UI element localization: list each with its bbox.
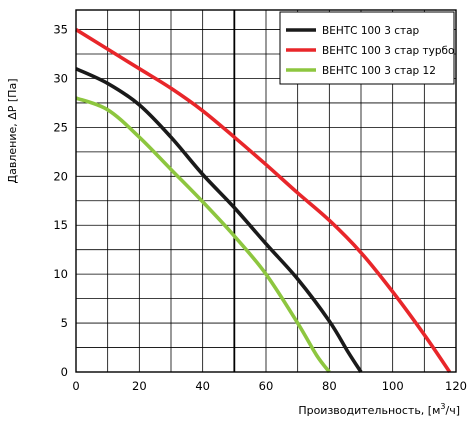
x-tick-label: 40 <box>195 379 210 393</box>
x-tick-label: 20 <box>132 379 147 393</box>
legend-label-3: ВЕНТС 100 3 стар 12 <box>322 65 436 77</box>
series-line-1 <box>75 67 363 373</box>
x-tick-label: 120 <box>445 379 467 393</box>
y-tick-label: 5 <box>61 316 68 330</box>
series-lines <box>75 28 452 374</box>
y-axis-label: Давление, ΔP [Па] <box>6 79 19 184</box>
y-tick-label: 30 <box>53 71 68 85</box>
y-tick-label: 0 <box>61 365 68 379</box>
legend-box <box>279 11 455 85</box>
y-tick-labels: 0 5 10 15 20 25 30 35 <box>53 23 68 379</box>
x-axis-label-main: Производительность, [м <box>298 404 440 417</box>
series-line-2 <box>75 28 452 374</box>
y-tick-label: 20 <box>53 169 68 183</box>
y-tick-label: 25 <box>53 120 68 134</box>
legend-label-1: ВЕНТС 100 3 стар <box>322 25 420 37</box>
x-tick-label: 100 <box>382 379 404 393</box>
x-tick-label: 60 <box>259 379 274 393</box>
y-tick-label: 10 <box>53 267 68 281</box>
x-tick-labels: 0 20 40 60 80 100 120 <box>72 379 467 393</box>
x-tick-label: 0 <box>72 379 79 393</box>
series-line-3 <box>75 96 331 374</box>
y-tick-label: 35 <box>53 23 68 37</box>
x-axis-label-end: /ч] <box>446 404 461 417</box>
plot-frame <box>75 9 457 373</box>
legend-items: ВЕНТС 100 3 стар ВЕНТС 100 3 стар турбо ВЕ… <box>286 25 454 77</box>
legend: ВЕНТС 100 3 стар ВЕНТС 100 3 стар турбо ВЕ… <box>279 11 455 85</box>
x-axis-label-superscript: 3 <box>440 402 445 411</box>
y-tick-label: 15 <box>53 218 68 232</box>
x-axis-label: Производительность, [м3/ч] <box>298 402 460 417</box>
x-tick-label: 80 <box>322 379 337 393</box>
legend-label-2: ВЕНТС 100 3 стар турбо <box>322 45 454 57</box>
